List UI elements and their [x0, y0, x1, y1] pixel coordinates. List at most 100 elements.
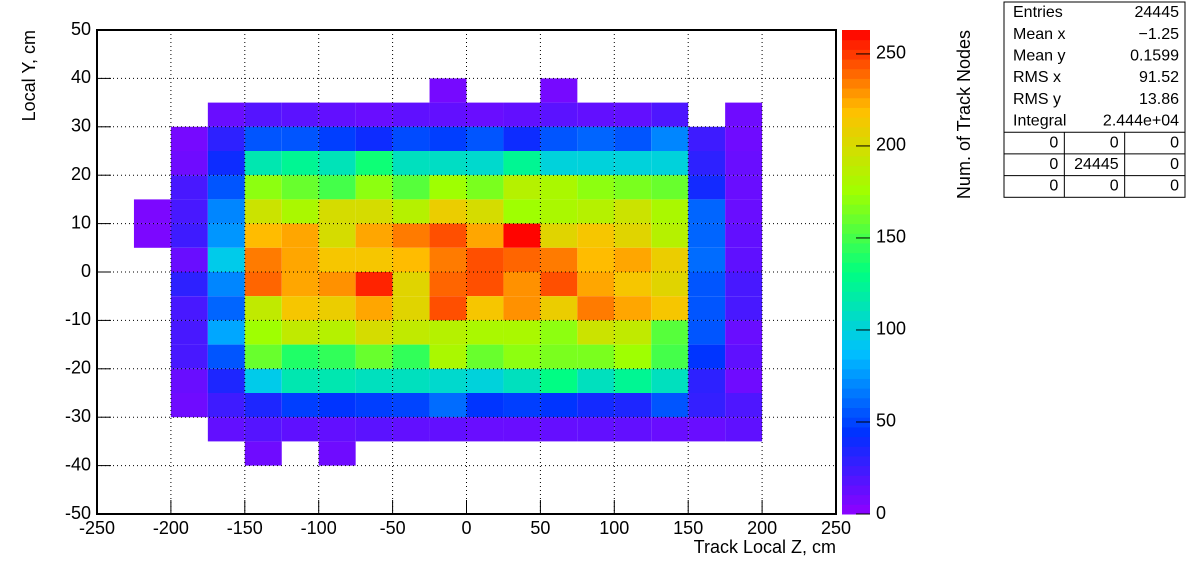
heatmap-cell — [540, 320, 578, 345]
palette-step — [842, 107, 870, 118]
heatmap-cell — [688, 223, 726, 248]
heatmap-cell — [651, 102, 689, 127]
heatmap-cell — [429, 102, 467, 127]
heatmap-cell — [614, 393, 652, 418]
heatmap-cell — [651, 393, 689, 418]
heatmap-cell — [318, 296, 356, 321]
stats-cell: 0 — [1170, 134, 1179, 151]
heatmap-cell — [503, 247, 541, 272]
heatmap-cell — [466, 344, 504, 369]
stats-value: 13.86 — [1139, 91, 1179, 108]
heatmap-cell — [170, 151, 208, 176]
stats-label: Mean y — [1013, 47, 1065, 64]
heatmap-cell — [503, 223, 541, 248]
stats-cell: 0 — [1110, 134, 1119, 151]
heatmap-cell — [244, 296, 282, 321]
heatmap-cell — [466, 247, 504, 272]
palette-step — [842, 175, 870, 186]
z-tick-label: 150 — [876, 227, 906, 247]
heatmap-cell — [577, 126, 615, 151]
heatmap-cell — [540, 296, 578, 321]
heatmap-cell — [466, 102, 504, 127]
y-tick-label: 10 — [71, 212, 91, 232]
heatmap-cell — [688, 393, 726, 418]
x-tick-label: -150 — [227, 518, 263, 538]
heatmap-cell — [355, 151, 393, 176]
heatmap-cell — [207, 199, 245, 224]
heatmap-cell — [318, 320, 356, 345]
palette-step — [842, 388, 870, 399]
heatmap-cell — [503, 417, 541, 442]
heatmap-cell — [355, 368, 393, 393]
heatmap-cell — [725, 247, 763, 272]
heatmap-cell — [207, 223, 245, 248]
heatmap-cell — [318, 368, 356, 393]
heatmap-cell — [133, 199, 171, 224]
z-tick-label: 0 — [876, 503, 886, 523]
heatmap-cell — [503, 344, 541, 369]
stats-cell: 0 — [1170, 178, 1179, 195]
heatmap-cell — [466, 151, 504, 176]
heatmap-cell — [466, 126, 504, 151]
palette-step — [842, 484, 870, 496]
heatmap-cell — [318, 223, 356, 248]
heatmap-cell — [540, 247, 578, 272]
palette-step — [842, 291, 870, 302]
stats-value: 2.444e+04 — [1103, 113, 1179, 130]
y-tick-label: -10 — [65, 309, 91, 329]
x-tick-label: 250 — [821, 518, 851, 538]
heatmap-cell — [577, 151, 615, 176]
stats-label: Integral — [1013, 113, 1066, 130]
heatmap-cell — [725, 223, 763, 248]
heatmap-cell — [355, 296, 393, 321]
palette-step — [842, 136, 870, 147]
heatmap-cell — [503, 151, 541, 176]
heatmap-cell — [429, 417, 467, 442]
palette-step — [842, 368, 870, 379]
heatmap-cell — [318, 175, 356, 200]
heatmap-cell — [540, 102, 578, 127]
heatmap-cell — [281, 247, 319, 272]
heatmap-cell — [392, 151, 430, 176]
y-tick-label: -50 — [65, 503, 91, 523]
heatmap-cell — [281, 175, 319, 200]
palette-step — [842, 349, 870, 360]
heatmap-cell — [540, 175, 578, 200]
heatmap-cell — [207, 368, 245, 393]
stats-value: 24445 — [1135, 4, 1180, 21]
heatmap-cell — [651, 417, 689, 442]
x-tick-label: -100 — [301, 518, 337, 538]
heatmap-cell — [207, 296, 245, 321]
heatmap-cell — [244, 175, 282, 200]
x-tick-label: 200 — [747, 518, 777, 538]
palette-step — [842, 213, 870, 225]
heatmap-cell — [725, 320, 763, 345]
heatmap-cell — [503, 272, 541, 297]
palette-step — [842, 223, 870, 234]
heatmap-cell — [318, 151, 356, 176]
x-tick-label: -250 — [79, 518, 115, 538]
heatmap-cell — [614, 296, 652, 321]
heatmap-cell — [651, 175, 689, 200]
x-tick-label: -200 — [153, 518, 189, 538]
heatmap-cell — [281, 417, 319, 442]
heatmap-cell — [688, 126, 726, 151]
palette-step — [842, 88, 870, 99]
heatmap-cell — [207, 320, 245, 345]
heatmap-cell — [244, 320, 282, 345]
heatmap-cell — [614, 417, 652, 442]
heatmap-cell — [392, 417, 430, 442]
heatmap-cell — [651, 272, 689, 297]
palette-step — [842, 407, 870, 418]
heatmap-cell — [170, 296, 208, 321]
palette-step — [842, 117, 870, 128]
heatmap-cell — [503, 126, 541, 151]
heatmap-cell — [540, 199, 578, 224]
heatmap-cell — [725, 126, 763, 151]
heatmap-cell — [170, 199, 208, 224]
heatmap-cell — [429, 175, 467, 200]
heatmap-cell — [170, 126, 208, 151]
heatmap-cell — [318, 393, 356, 418]
heatmap-cell — [318, 417, 356, 442]
palette-step — [842, 165, 870, 176]
